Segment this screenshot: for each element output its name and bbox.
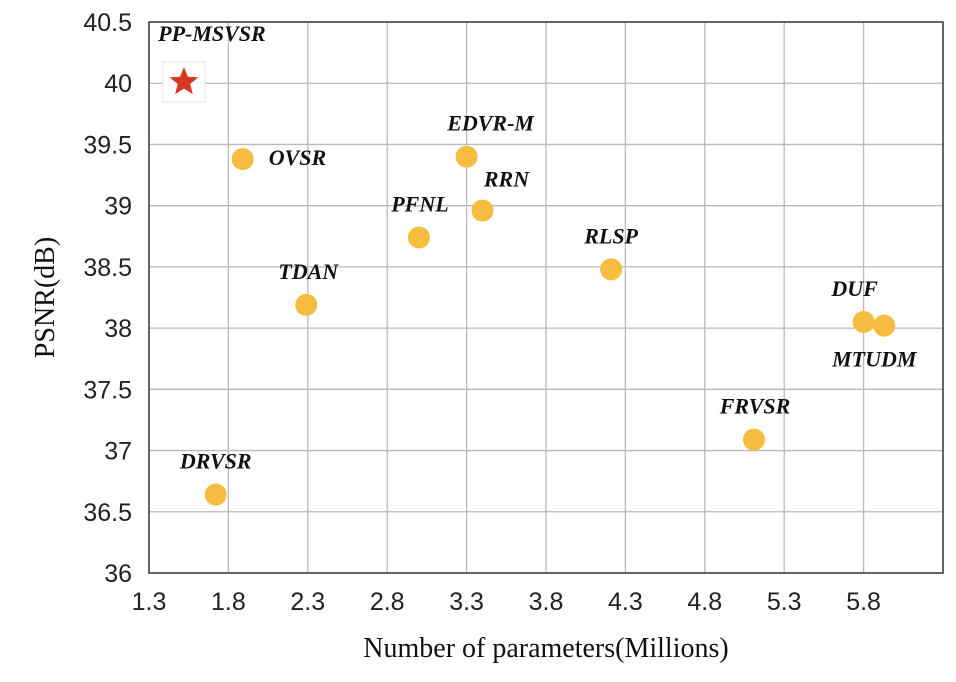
data-point bbox=[852, 310, 875, 333]
point-label: EDVR-M bbox=[446, 111, 535, 136]
data-point bbox=[600, 258, 623, 281]
y-tick-label: 37.5 bbox=[83, 376, 132, 404]
x-tick-label: 3.3 bbox=[449, 588, 484, 616]
y-tick-label: 38.5 bbox=[83, 254, 132, 282]
y-tick-label: 39 bbox=[104, 193, 132, 221]
y-tick-label: 39.5 bbox=[83, 131, 132, 159]
y-tick-label: 37 bbox=[104, 438, 132, 466]
x-tick-label: 1.3 bbox=[132, 588, 167, 616]
point-label: PFNL bbox=[390, 192, 448, 217]
plot-frame bbox=[148, 21, 944, 574]
data-point bbox=[471, 199, 494, 222]
point-label: OVSR bbox=[269, 145, 326, 170]
point-label: DUF bbox=[830, 276, 878, 301]
point-label: TDAN bbox=[278, 259, 339, 284]
x-tick-label: 2.3 bbox=[290, 588, 325, 616]
y-tick-label: 38 bbox=[104, 315, 132, 343]
x-tick-label: 4.8 bbox=[687, 588, 722, 616]
data-point bbox=[204, 483, 227, 506]
tick-labels: 1.3 1.8 2.3 2.8 3.3 3.8 4.3 4.8 5.3 5.8 36 36.5 37 37… bbox=[83, 9, 881, 616]
point-label: RLSP bbox=[583, 223, 638, 248]
y-tick-label: 36.5 bbox=[83, 499, 132, 527]
data-point bbox=[407, 226, 430, 249]
x-tick-label: 2.8 bbox=[370, 588, 405, 616]
y-axis-title: PSNR(dB) bbox=[30, 237, 61, 358]
x-tick-label: 4.3 bbox=[608, 588, 643, 616]
point-label: DRVSR bbox=[179, 449, 252, 474]
data-point bbox=[455, 145, 478, 168]
y-tick-label: 40.5 bbox=[83, 9, 132, 37]
point-label: FRVSR bbox=[719, 394, 791, 419]
x-tick-label: 5.8 bbox=[846, 588, 881, 616]
point-labels: PP-MSVSR OVSR EDVR-M RRN PFNL RLSP TDAN DUF MTUD… bbox=[157, 21, 918, 474]
x-tick-label: 1.8 bbox=[211, 588, 246, 616]
grid bbox=[149, 22, 943, 573]
x-tick-label: 3.8 bbox=[529, 588, 564, 616]
y-tick-label: 40 bbox=[104, 70, 132, 98]
y-tick-label: 36 bbox=[104, 560, 132, 588]
point-label: MTUDM bbox=[831, 347, 918, 372]
x-axis-title: Number of parameters(Millions) bbox=[363, 633, 728, 664]
data-point bbox=[743, 428, 766, 451]
x-tick-label: 5.3 bbox=[767, 588, 802, 616]
data-points bbox=[162, 61, 896, 506]
star-marker bbox=[169, 67, 199, 95]
data-point bbox=[231, 148, 254, 171]
point-label: PP-MSVSR bbox=[157, 21, 266, 46]
data-point bbox=[873, 314, 896, 337]
data-point bbox=[295, 293, 318, 316]
point-label: RRN bbox=[483, 167, 530, 192]
